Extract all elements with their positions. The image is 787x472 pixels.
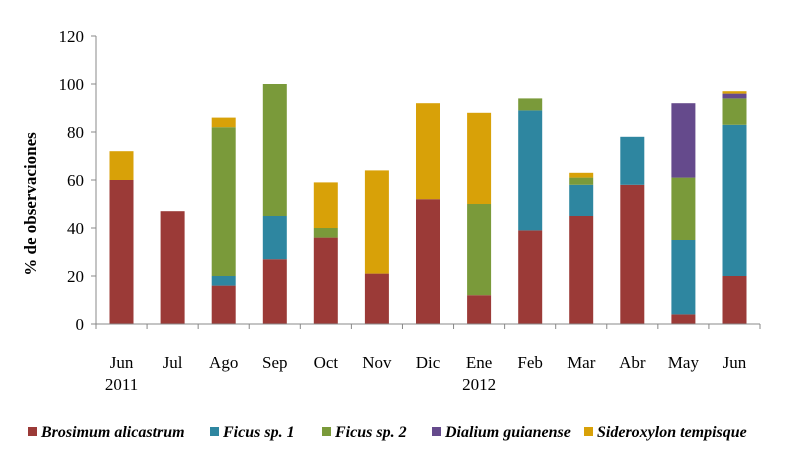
bar-segment-7-4 xyxy=(467,112,492,204)
x-tick-labels: Jun 2011 Jul Ago Sep Oct Nov Dic Ene 2012 Feb Mar Ab… xyxy=(105,353,747,394)
y-tick-label: 0 xyxy=(76,315,85,334)
y-tick-label: 40 xyxy=(67,219,84,238)
bar-segment-3-1 xyxy=(262,216,287,260)
bar-segment-7-2 xyxy=(467,204,492,296)
bar-segment-2-1 xyxy=(211,276,236,286)
bar-segment-2-0 xyxy=(211,285,236,324)
y-tick-label: 80 xyxy=(67,123,84,142)
bar-segment-6-4 xyxy=(416,103,440,200)
y-tick-label: 60 xyxy=(67,171,84,190)
legend-label: Ficus sp. 2 xyxy=(334,424,407,441)
x-tick-label: Sep xyxy=(262,353,288,372)
bar-segment-2-2 xyxy=(211,127,236,276)
bar-segment-8-2 xyxy=(518,98,543,111)
bar-segment-9-2 xyxy=(569,177,594,185)
y-tick-label: 100 xyxy=(59,75,85,94)
bar-segment-12-3 xyxy=(722,93,747,99)
bar-segment-2-4 xyxy=(211,117,236,128)
x-tick-label: Nov xyxy=(362,353,392,372)
bar-segment-5-4 xyxy=(364,170,389,274)
bar-segment-11-3 xyxy=(671,103,696,178)
x-tick-label: Jun xyxy=(723,353,747,372)
bar-segment-9-1 xyxy=(569,184,594,216)
y-tick-label: 20 xyxy=(67,267,84,286)
bar-segment-3-2 xyxy=(262,84,287,216)
x-tick-label: Jun xyxy=(110,353,134,372)
legend-swatch xyxy=(322,427,331,436)
bar-segment-10-1 xyxy=(620,136,645,185)
bar-segment-12-4 xyxy=(722,91,747,94)
y-axis-label: % de observaciones xyxy=(21,132,40,276)
bar-segment-10-0 xyxy=(620,184,645,324)
bar-segment-11-2 xyxy=(671,177,696,240)
x-tick-label: Feb xyxy=(517,353,543,372)
x-tick-sublabel: 2011 xyxy=(105,375,138,394)
x-tick-sublabel: 2012 xyxy=(462,375,496,394)
legend-swatch xyxy=(432,427,441,436)
x-tick-label: Oct xyxy=(314,353,339,372)
bar-segment-5-0 xyxy=(364,273,389,324)
bar-segment-0-0 xyxy=(109,180,134,324)
bar-segment-4-4 xyxy=(313,182,338,228)
bar-segment-4-0 xyxy=(313,237,338,324)
legend-swatch xyxy=(28,427,37,436)
axes-layer xyxy=(91,35,761,329)
legend-label: Sideroxylon tempisque xyxy=(597,424,747,441)
bar-segment-8-0 xyxy=(518,230,543,324)
bar-segment-9-4 xyxy=(569,172,594,178)
x-tick-label: Mar xyxy=(567,353,596,372)
x-tick-label: Ene xyxy=(466,353,492,372)
x-tick-label: Abr xyxy=(619,353,646,372)
bar-segment-12-0 xyxy=(722,276,747,324)
bar-segment-7-0 xyxy=(467,295,492,324)
x-tick-label: Ago xyxy=(209,353,238,372)
bars-layer xyxy=(109,84,747,324)
bar-segment-1-0 xyxy=(160,211,185,324)
bar-segment-12-2 xyxy=(722,98,747,125)
bar-segment-12-1 xyxy=(722,124,747,276)
legend-swatch xyxy=(210,427,219,436)
bar-segment-11-0 xyxy=(671,314,696,324)
bar-segment-4-2 xyxy=(313,228,338,238)
x-tick-label: Dic xyxy=(416,353,441,372)
legend-label: Brosimum alicastrum xyxy=(40,424,185,441)
y-tick-label: 120 xyxy=(59,27,85,46)
bar-segment-9-0 xyxy=(569,216,594,324)
x-tick-label: Jul xyxy=(163,353,183,372)
legend: Brosimum alicastrum Ficus sp. 1 Ficus sp. … xyxy=(28,424,747,441)
x-tick-label: May xyxy=(668,353,700,372)
y-tick-labels: 0 20 40 60 80 100 120 xyxy=(59,27,85,334)
legend-label: Ficus sp. 1 xyxy=(222,424,295,441)
bar-segment-11-1 xyxy=(671,240,696,315)
bar-segment-8-1 xyxy=(518,110,543,231)
bar-segment-3-0 xyxy=(262,259,287,324)
bar-segment-0-4 xyxy=(109,151,134,180)
legend-swatch xyxy=(584,427,593,436)
legend-label: Dialium guianense xyxy=(444,424,571,441)
bar-segment-6-0 xyxy=(416,199,440,324)
